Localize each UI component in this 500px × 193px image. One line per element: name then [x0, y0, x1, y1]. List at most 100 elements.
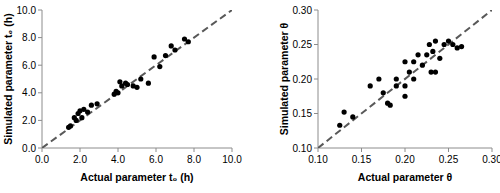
data-point [433, 38, 438, 43]
x-tick [448, 148, 449, 152]
data-point [394, 76, 399, 81]
y-tick [314, 10, 318, 11]
x-tick-label: 4.0 [111, 154, 125, 165]
data-point [68, 123, 73, 128]
data-point [79, 115, 84, 120]
data-point [430, 49, 435, 54]
data-point [402, 59, 407, 64]
data-point [115, 90, 120, 95]
data-point [433, 70, 438, 75]
data-point [89, 103, 94, 108]
data-point [186, 39, 191, 44]
x-tick [318, 148, 319, 152]
y-tick [314, 44, 318, 45]
plot-area [42, 10, 232, 148]
y-tick-label: 0.0 [22, 143, 36, 154]
x-tick-label: 10.0 [222, 154, 242, 165]
data-point [407, 70, 412, 75]
y-tick [38, 37, 42, 38]
x-tick [194, 148, 195, 152]
y-tick-label: 0.25 [293, 39, 313, 50]
y-tick-label: 2.0 [22, 115, 36, 126]
chart-canvas: 0.0 2.0 4.0 6.0 8.0 10.0 0.0 2.0 4.0 6.0 8.0 10.0 Ac… [0, 0, 500, 193]
y-tick-label: 0.10 [293, 143, 313, 154]
data-point [402, 94, 407, 99]
data-point [85, 110, 90, 115]
data-point [337, 123, 342, 128]
x-axis-line [42, 148, 232, 149]
x-tick [118, 148, 119, 152]
y-tick-label: 0.30 [293, 5, 313, 16]
y-tick-label: 10.0 [17, 5, 37, 16]
x-tick-label: 2.0 [73, 154, 87, 165]
x-tick-label: 6.0 [149, 154, 163, 165]
data-point [169, 43, 174, 48]
data-point [411, 76, 416, 81]
panel-1: 0.10 0.15 0.20 0.25 0.30 0.10 0.15 0.20 0.25 0.30… [278, 5, 500, 184]
y-tick [38, 148, 42, 149]
y-tick-label: 0.20 [293, 74, 313, 85]
data-point [420, 63, 425, 68]
data-point [350, 114, 355, 119]
data-point [138, 76, 143, 81]
x-tick [361, 148, 362, 152]
data-point [388, 103, 393, 108]
x-tick [232, 148, 233, 152]
data-point [342, 110, 347, 115]
identity-line [318, 10, 492, 148]
x-tick [156, 148, 157, 152]
data-point [95, 101, 100, 106]
data-point [450, 42, 455, 47]
x-axis-title: Actual parameter t₀ (h) [80, 171, 193, 183]
y-tick-label: 4.0 [22, 87, 36, 98]
x-tick-label: 8.0 [187, 154, 201, 165]
x-tick [42, 148, 43, 152]
y-axis-title: Simulated parameter θ [278, 22, 290, 135]
data-point [172, 47, 177, 52]
x-tick [80, 148, 81, 152]
y-tick [38, 92, 42, 93]
y-tick [38, 65, 42, 66]
x-tick-label: 0.30 [482, 154, 500, 165]
data-point [146, 81, 151, 86]
panel-0: 0.0 2.0 4.0 6.0 8.0 10.0 0.0 2.0 4.0 6.0 8.0 10.0 Ac… [2, 5, 242, 184]
data-point [368, 83, 373, 88]
y-tick [314, 148, 318, 149]
data-point [157, 64, 162, 69]
x-tick [405, 148, 406, 152]
y-axis-title: Simulated parameter t₀ (h) [2, 13, 14, 144]
y-tick-label: 6.0 [22, 60, 36, 71]
data-point [394, 83, 399, 88]
y-tick [314, 79, 318, 80]
data-point [437, 56, 442, 61]
data-point [442, 42, 447, 47]
y-tick-label: 0.15 [293, 108, 313, 119]
data-point [415, 52, 420, 57]
x-tick-label: 0.0 [35, 154, 49, 165]
data-point [74, 118, 79, 123]
x-axis-title: Actual parameter θ [358, 171, 453, 183]
data-point [134, 85, 139, 90]
x-tick-label: 0.25 [439, 154, 459, 165]
x-tick-label: 0.20 [395, 154, 415, 165]
data-point [152, 54, 157, 59]
data-point [411, 59, 416, 64]
data-point [376, 76, 381, 81]
x-tick-label: 0.15 [352, 154, 372, 165]
data-point [427, 42, 432, 47]
data-point [424, 52, 429, 57]
y-axis-line [42, 10, 43, 148]
data-point [402, 83, 407, 88]
data-point [381, 90, 386, 95]
data-point [459, 44, 464, 49]
y-tick-label: 8.0 [22, 32, 36, 43]
y-tick [38, 10, 42, 11]
y-tick [314, 113, 318, 114]
data-point [163, 53, 168, 58]
data-point [125, 82, 130, 87]
x-tick-label: 0.10 [308, 154, 328, 165]
data-point [446, 38, 451, 43]
y-tick [38, 120, 42, 121]
identity-line [42, 10, 232, 148]
plot-area [318, 10, 492, 148]
